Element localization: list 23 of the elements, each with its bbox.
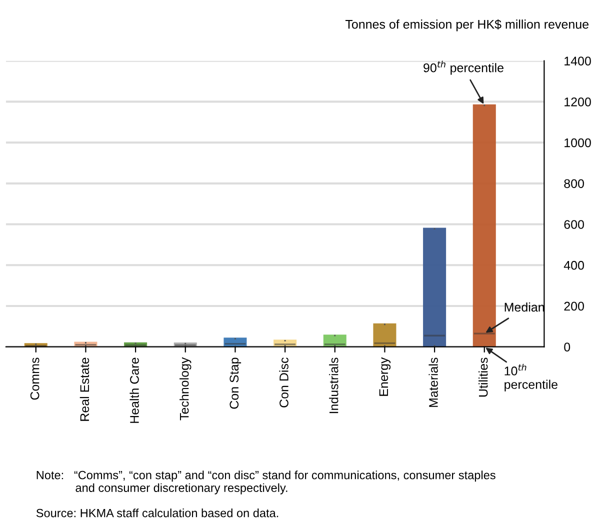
x-tick-label: Con Stap [230,358,242,409]
y-axis-title: Tonnes of emission per HK$ million revenue [345,19,588,32]
y-tick-label: 1400 [564,56,591,66]
x-tick-label: Comms [30,358,40,400]
x-tick-label: Utilities [478,358,488,397]
y-tick-label: 400 [564,260,584,270]
x-tick-label: Materials [428,358,438,407]
x-tick-label: Health Care [130,358,139,423]
source-note: Source: HKMA staff calculation based on data. [36,508,278,518]
y-tick-label: 0 [564,342,570,352]
x-tick-label: Technology [180,357,192,420]
y-tick-label: 1200 [564,98,591,106]
y-tick-label: 200 [564,302,584,311]
text: Note: “Comms”, “con stap” and “con disc” stand for communications, consumer staples and consumer discretionary respectively. [36,470,496,494]
y-tick-label: 800 [564,179,584,188]
x-tick-label: Real Estate [80,358,90,421]
x-tick-label: Con Disc [279,358,288,408]
x-tick-label: Industrials [329,358,338,414]
y-tick-label: 600 [564,220,584,229]
x-tick-label: Energy [379,357,391,396]
annotation: 10$^{th}$ percentile [504,364,558,392]
annotation: 90$^{th}$ percentile [424,60,504,75]
y-tick-label: 1000 [564,138,591,148]
